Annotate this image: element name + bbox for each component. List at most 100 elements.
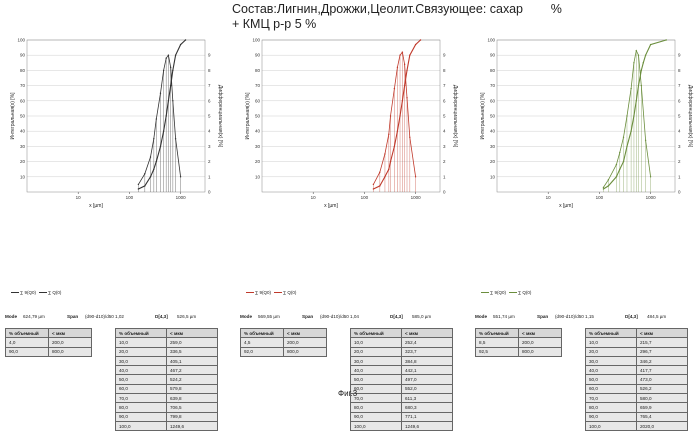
table-cell: 30,0 xyxy=(586,356,637,365)
table-cell: 10,0 xyxy=(116,338,167,347)
table-cell: 70,0 xyxy=(116,394,167,403)
differential-point xyxy=(409,137,410,138)
y-tick-label: 70 xyxy=(20,83,26,88)
table-row: 40,0442,1 xyxy=(351,366,453,375)
integral-point xyxy=(633,115,634,116)
y2-tick-label: 6 xyxy=(678,98,681,103)
table-row: 30,0405,1 xyxy=(116,356,218,365)
d43-value: 484,5 µm xyxy=(647,314,666,319)
table-cell: 8,5 xyxy=(476,338,519,347)
y2-tick-label: 5 xyxy=(678,114,681,119)
table-row: 10,0215,7 xyxy=(586,338,688,347)
mode-label: Mode xyxy=(475,314,487,319)
y-tick-label: 70 xyxy=(490,83,496,88)
y-tick-label: 40 xyxy=(20,129,26,134)
table-cell: 526,2 xyxy=(637,384,688,393)
y2-tick-label: 8 xyxy=(678,68,681,73)
y-tick-label: 60 xyxy=(20,98,26,103)
y-tick-label: 70 xyxy=(255,83,261,88)
y2-tick-label: 7 xyxy=(208,83,211,88)
table-row: 60,0552,0 xyxy=(351,384,453,393)
table-cell: 659,9 xyxy=(637,403,688,412)
table-row: 4,0200,0 xyxy=(6,338,92,347)
table-cell: 40,0 xyxy=(116,366,167,375)
table-header-row: % объемный< мкм xyxy=(586,329,688,338)
table-cell: 200,0 xyxy=(284,338,327,347)
differential-point xyxy=(638,55,639,56)
table-header-cell: < мкм xyxy=(519,329,562,338)
table-header-row: % объемный< мкм xyxy=(351,329,453,338)
table-cell: 80,0 xyxy=(116,403,167,412)
chart-svg: 1020304050607080901000123456789101001000… xyxy=(240,36,465,286)
table-cell: 259,0 xyxy=(167,338,218,347)
table-cell: 200,0 xyxy=(519,338,562,347)
table-cell: 323,7 xyxy=(402,347,453,356)
y-axis-label: Интегральная(x) [%] xyxy=(245,92,251,140)
integral-point xyxy=(666,39,667,40)
table-cell: 215,7 xyxy=(637,338,688,347)
y-tick-label: 80 xyxy=(255,68,261,73)
mode-label: Mode xyxy=(240,314,252,319)
span-value: 1,04 xyxy=(350,314,359,319)
y2-tick-label: 0 xyxy=(208,190,211,195)
table-cell: 60,0 xyxy=(351,384,402,393)
integral-point xyxy=(406,70,407,71)
y2-tick-label: 4 xyxy=(208,129,211,134)
integral-point xyxy=(168,100,169,101)
differential-point xyxy=(175,138,176,139)
y2-tick-label: 3 xyxy=(208,144,211,149)
differential-point xyxy=(402,51,403,52)
span-value: 1,15 xyxy=(585,314,594,319)
y2-tick-label: 4 xyxy=(443,129,446,134)
y2-tick-label: 9 xyxy=(678,53,681,58)
y-tick-label: 50 xyxy=(490,114,496,119)
table-cell: 800,0 xyxy=(519,347,562,356)
table-header-cell: % объемный xyxy=(476,329,519,338)
table-cell: 30,0 xyxy=(116,356,167,365)
integral-point xyxy=(608,185,609,186)
table-row: 60,0526,2 xyxy=(586,384,688,393)
y-tick-label: 60 xyxy=(255,98,261,103)
y-tick-label: 80 xyxy=(490,68,496,73)
y2-tick-label: 4 xyxy=(678,129,681,134)
integral-point xyxy=(650,44,651,45)
legend-label: ∑ Q(0) xyxy=(48,290,61,295)
legend-swatch xyxy=(39,292,47,293)
differential-point xyxy=(399,55,400,56)
chart-svg: 1020304050607080901000123456789101001000… xyxy=(5,36,230,286)
y2-tick-label: 6 xyxy=(208,98,211,103)
table-row: 90,0771,1 xyxy=(351,412,453,421)
table-row: 4,5200,0 xyxy=(241,338,327,347)
legend-swatch xyxy=(481,292,489,293)
y2-tick-label: 0 xyxy=(678,190,681,195)
x-tick-label: 1000 xyxy=(411,195,422,200)
percentile-table-small: % объемный< мкм8,5200,092,5800,0 xyxy=(475,328,562,357)
table-header-cell: < мкм xyxy=(49,329,92,338)
legend: ∑ 9(Q0)∑ Q(0) xyxy=(11,290,61,295)
chart-panel-1: 1020304050607080901000123456789101001000… xyxy=(5,36,230,366)
table-row: 50,0524,2 xyxy=(116,375,218,384)
table-row: 92,5800,0 xyxy=(476,347,562,356)
integral-point xyxy=(409,55,410,56)
table-row: 8,5200,0 xyxy=(476,338,562,347)
differential-point xyxy=(150,156,151,157)
table-header-cell: % объемный xyxy=(586,329,637,338)
y2-tick-label: 7 xyxy=(678,83,681,88)
percentile-table-full: % объемный< мкм10,0215,720,0296,730,0346… xyxy=(585,328,688,431)
table-cell: 405,1 xyxy=(167,356,218,365)
table-cell: 442,1 xyxy=(402,366,453,375)
table-cell: 200,0 xyxy=(49,338,92,347)
figure-caption: Фиг.3 xyxy=(338,389,357,398)
differential-point xyxy=(404,64,405,65)
legend: ∑ 9(Q0)∑ Q(0) xyxy=(246,290,296,295)
differential-point xyxy=(180,176,181,177)
differential-point xyxy=(394,88,395,89)
integral-point xyxy=(379,185,380,186)
y-tick-label: 100 xyxy=(17,38,25,43)
integral-point xyxy=(180,44,181,45)
x-tick-label: 100 xyxy=(126,195,134,200)
y-tick-label: 100 xyxy=(487,38,495,43)
table-cell: 579,8 xyxy=(167,384,218,393)
integral-point xyxy=(394,146,395,147)
y-axis-label: Интегральная(x) [%] xyxy=(10,92,16,140)
